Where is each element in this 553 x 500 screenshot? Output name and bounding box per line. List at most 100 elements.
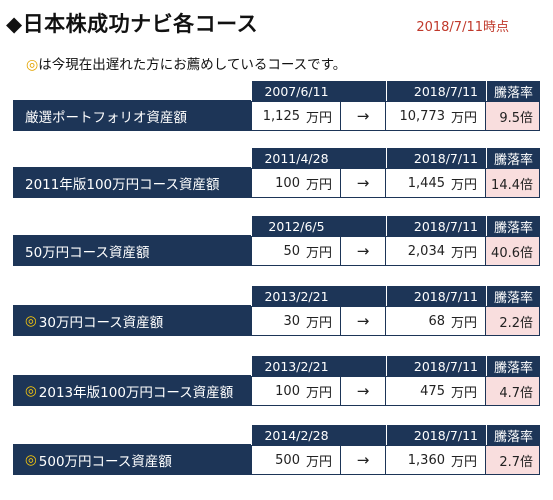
header-spacer [13,148,251,168]
start-amount: 1,125 [262,108,300,124]
note-text: は今現在出遅れた方にお薦めしているコースです。 [38,57,347,73]
end-amount-cell: 10,773 万円 [386,101,486,131]
header-spacer [341,216,386,236]
end-amount: 1,445 [407,175,445,191]
start-amount: 100 [275,175,300,191]
course-row: ◎ 2013年版100万円コース資産額 100 万円 → 475 万円 4.7倍 [13,376,540,406]
course-name-cell: 2011年版100万円コース資産額 [13,168,251,198]
end-amount-cell: 1,445 万円 [386,168,486,198]
course-name: 50万円コース資産額 [25,245,150,261]
course-name: 2013年版100万円コース資産額 [38,385,234,401]
arrow-icon: → [341,306,386,336]
start-amount: 50 [283,243,300,259]
growth-rate: 14.4倍 [486,168,540,198]
unit-label: 万円 [305,245,332,261]
course-row: 厳選ポートフォリオ資産額 1,125 万円 → 10,773 万円 9.5倍 [13,101,540,131]
rate-header: 騰落率 [486,286,540,306]
end-amount: 475 [420,383,445,399]
course-name: 厳選ポートフォリオ資産額 [25,110,187,126]
unit-label: 万円 [305,315,332,331]
growth-rate: 9.5倍 [486,101,540,131]
unit-label: 万円 [305,110,332,126]
start-amount-cell: 50 万円 [251,236,341,266]
course-table: 2013/2/21 2018/7/11 騰落率 ◎ 30万円コース資産額 30 万円… [13,286,540,336]
start-amount-cell: 1,125 万円 [251,101,341,131]
growth-rate: 2.7倍 [486,445,540,475]
course-name: 500万円コース資産額 [38,454,172,470]
header-spacer [341,286,386,306]
start-date: 2014/2/28 [251,425,341,445]
course-row: 50万円コース資産額 50 万円 → 2,034 万円 40.6倍 [13,236,540,266]
course-table: 2014/2/28 2018/7/11 騰落率 ◎ 500万円コース資産額 500… [13,425,540,475]
unit-label: 万円 [450,385,477,401]
end-amount: 68 [428,313,445,329]
rate-header: 騰落率 [486,216,540,236]
rate-header: 騰落率 [486,148,540,168]
recommendation-note: ◎は今現在出遅れた方にお薦めしているコースです。 [26,53,346,73]
start-amount-cell: 30 万円 [251,306,341,336]
arrow-icon: → [341,445,386,475]
course-table-header: 2007/6/11 2018/7/11 騰落率 [13,81,540,101]
arrow-icon: → [341,168,386,198]
end-date: 2018/7/11 [386,81,486,101]
header-spacer [341,81,386,101]
start-amount-cell: 500 万円 [251,445,341,475]
start-date: 2013/2/21 [251,286,341,306]
end-amount-cell: 68 万円 [386,306,486,336]
course-row: ◎ 30万円コース資産額 30 万円 → 68 万円 2.2倍 [13,306,540,336]
end-amount-cell: 2,034 万円 [386,236,486,266]
end-date: 2018/7/11 [386,148,486,168]
course-name: 30万円コース資産額 [38,315,164,331]
unit-label: 万円 [450,177,477,193]
arrow-icon: → [341,236,386,266]
rate-header: 騰落率 [486,425,540,445]
growth-rate: 40.6倍 [486,236,540,266]
end-amount-cell: 475 万円 [386,376,486,406]
header-spacer [13,425,251,445]
course-row: 2011年版100万円コース資産額 100 万円 → 1,445 万円 14.4倍 [13,168,540,198]
start-amount-cell: 100 万円 [251,376,341,406]
start-amount: 30 [283,313,300,329]
double-circle-icon: ◎ [26,57,39,73]
course-table-header: 2011/4/28 2018/7/11 騰落率 [13,148,540,168]
as-of-date: 2018/7/11時点 [416,20,509,35]
unit-label: 万円 [450,110,477,126]
course-table: 2011/4/28 2018/7/11 騰落率 2011年版100万円コース資産… [13,148,540,198]
end-date: 2018/7/11 [386,356,486,376]
unit-label: 万円 [305,454,332,470]
header-spacer [341,425,386,445]
end-amount: 10,773 [399,108,445,124]
page-title: ◆日本株成功ナビ各コース [6,12,259,36]
end-date: 2018/7/11 [386,425,486,445]
course-table-header: 2013/2/21 2018/7/11 騰落率 [13,356,540,376]
unit-label: 万円 [450,245,477,261]
course-table-header: 2014/2/28 2018/7/11 騰落率 [13,425,540,445]
recommended-icon: ◎ [25,452,37,468]
header-spacer [341,148,386,168]
course-table: 2012/6/5 2018/7/11 騰落率 50万円コース資産額 50 万円 →… [13,216,540,266]
header-spacer [341,356,386,376]
start-date: 2011/4/28 [251,148,341,168]
recommended-icon: ◎ [25,383,37,399]
start-date: 2013/2/21 [251,356,341,376]
recommended-icon: ◎ [25,313,37,329]
end-amount-cell: 1,360 万円 [386,445,486,475]
unit-label: 万円 [305,177,332,193]
growth-rate: 2.2倍 [486,306,540,336]
rate-header: 騰落率 [486,81,540,101]
arrow-icon: → [341,376,386,406]
course-name-cell: 厳選ポートフォリオ資産額 [13,101,251,131]
start-date: 2007/6/11 [251,81,341,101]
unit-label: 万円 [450,315,477,331]
growth-rate: 4.7倍 [486,376,540,406]
rate-header: 騰落率 [486,356,540,376]
course-table-header: 2013/2/21 2018/7/11 騰落率 [13,286,540,306]
header-spacer [13,286,251,306]
end-amount: 1,360 [407,452,445,468]
unit-label: 万円 [305,385,332,401]
arrow-icon: → [341,101,386,131]
course-name-cell: ◎ 30万円コース資産額 [13,306,251,336]
header-spacer [13,81,251,101]
course-table-header: 2012/6/5 2018/7/11 騰落率 [13,216,540,236]
header-spacer [13,356,251,376]
